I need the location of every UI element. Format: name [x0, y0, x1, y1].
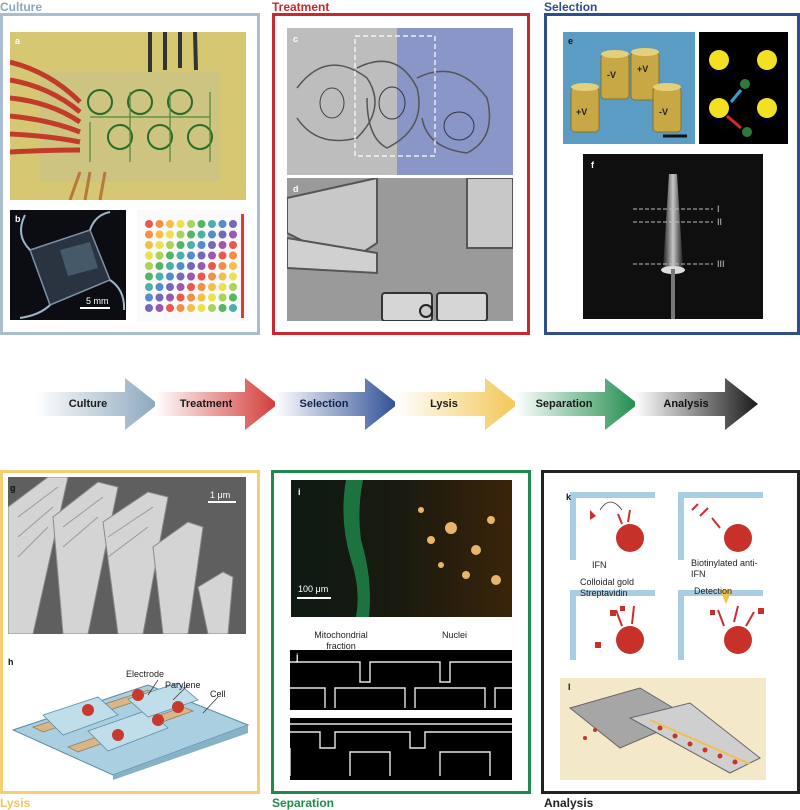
panel-label-f: f: [591, 160, 594, 170]
lysis-title: Lysis: [0, 796, 31, 810]
treatment-channel-image: d: [287, 178, 513, 321]
pipeline-label-selection: Selection: [299, 398, 349, 410]
separation-title: Separation: [272, 796, 335, 810]
pipeline-label-analysis: Analysis: [663, 398, 709, 410]
lysis-electrode-diagram: h Electrode Parylene Cell: [8, 655, 253, 780]
electrode-neg-2: -V: [659, 107, 668, 117]
arrow-lysis: [395, 378, 518, 430]
panel-label-l: l: [568, 682, 571, 692]
panel-label-i: i: [298, 487, 301, 497]
panel-label-a: a: [15, 36, 21, 46]
pipeline-label-treatment: Treatment: [179, 398, 233, 410]
pipeline-label-lysis: Lysis: [430, 398, 458, 410]
pipeline-label-culture: Culture: [68, 398, 108, 410]
panel-label-b: b: [15, 214, 21, 224]
selection-trap-diagram: [699, 32, 788, 144]
roman-label-2: II: [717, 217, 723, 227]
panel-label-c: c: [293, 34, 299, 44]
separation-channel-top: j: [290, 650, 512, 710]
analysis-immunoassay: k IFN Biotinylated anti-IFN Colloidal go…: [560, 480, 785, 670]
pipeline-label-separation: Separation: [535, 398, 593, 410]
colloidal-label: Colloidal gold Streptavidin: [580, 577, 635, 598]
biotinylated-label: Biotinylated anti-IFN: [691, 558, 758, 579]
detection-label: Detection: [694, 586, 733, 596]
ifn-label: IFN: [592, 560, 607, 570]
arrow-analysis: [635, 378, 758, 430]
parylene-label: Parylene: [165, 680, 201, 690]
electrode-neg-1: -V: [607, 70, 616, 80]
analysis-title: Analysis: [544, 796, 594, 810]
scale-100um: 100 μm: [298, 584, 329, 594]
panel-label-h: h: [8, 657, 14, 667]
selection-fluorescence: f I II III: [583, 154, 763, 319]
culture-title: Culture: [0, 0, 42, 14]
treatment-cell-image: c: [287, 28, 513, 175]
culture-device-photo: b 5 mm: [10, 210, 126, 320]
panel-label-e: e: [568, 36, 574, 46]
separation-fluorescence: i 100 μm: [291, 480, 512, 617]
panel-label-g: g: [10, 483, 16, 493]
panel-label-j: j: [296, 652, 299, 662]
arrow-separation: [515, 378, 638, 430]
panel-label-d: d: [293, 184, 299, 194]
panel-label-k: k: [566, 492, 572, 502]
arrow-treatment: [155, 378, 278, 430]
treatment-panel: [272, 13, 530, 335]
selection-electrode-sem: e +V -V +V -V: [563, 32, 695, 144]
separation-panel: [271, 470, 531, 794]
separation-channel-bottom: [290, 718, 512, 780]
roman-label-3: III: [717, 259, 725, 269]
selection-panel: [544, 13, 800, 335]
arrow-selection: [275, 378, 398, 430]
selection-title: Selection: [544, 0, 598, 14]
electrode-label: Electrode: [126, 669, 165, 679]
culture-panel: [0, 13, 260, 335]
lysis-sem-image: g 1 μm: [8, 477, 246, 634]
scale-5mm: 5 mm: [86, 296, 109, 306]
mito-fraction-label: Mitochondrial fraction: [314, 630, 368, 651]
arrow-culture: [35, 378, 158, 430]
pipeline-arrows: [35, 378, 758, 430]
scale-1um: 1 μm: [210, 490, 231, 500]
culture-chip-photo: a: [10, 32, 246, 200]
cell-label: Cell: [210, 689, 226, 699]
electrode-pos-1: +V: [576, 107, 588, 117]
nuclei-label: Nuclei: [442, 630, 468, 640]
analysis-chip-diagram: l: [560, 678, 766, 780]
analysis-panel: [541, 470, 800, 794]
roman-label-1: I: [717, 204, 720, 214]
treatment-title: Treatment: [272, 0, 330, 14]
culture-well-array: [137, 210, 247, 322]
electrode-pos-2: +V: [637, 64, 649, 74]
lysis-panel: [0, 470, 260, 794]
